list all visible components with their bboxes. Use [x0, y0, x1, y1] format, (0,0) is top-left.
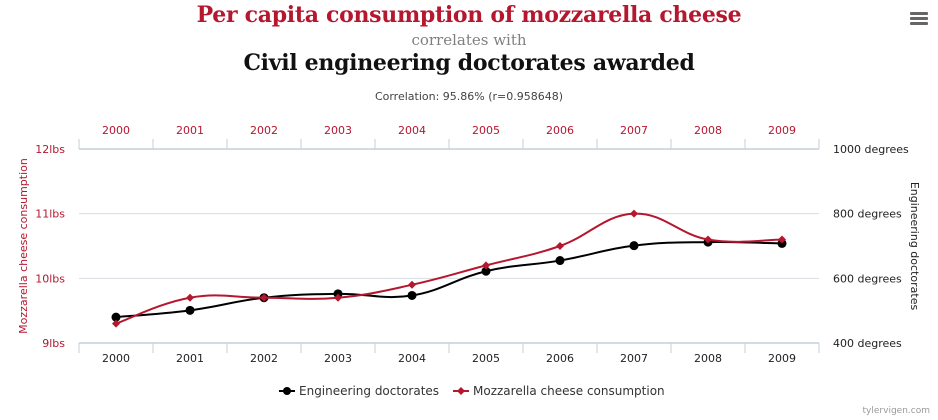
top-axis-tick-label: 2002: [250, 124, 278, 137]
data-point-diamond: [260, 293, 268, 302]
series-layer: [111, 209, 787, 328]
series-line: [115, 241, 783, 319]
top-axis-tick-label: 2009: [768, 124, 796, 137]
right-axis-tick-label: 800 degrees: [833, 208, 902, 221]
menu-bar: [910, 17, 928, 20]
chart-title-secondary: Civil engineering doctorates awarded: [243, 50, 695, 76]
data-point-circle: [111, 312, 121, 322]
chart-title-connector: correlates with: [411, 31, 527, 49]
series-mozzarella: [112, 209, 786, 328]
top-axis-tick-label: 2008: [694, 124, 722, 137]
data-point-diamond: [112, 319, 120, 328]
axes: 12lbs 11lbs 10lbs 9lbs 1000 degrees 800 degre…: [17, 124, 921, 365]
left-axis-tick-label: 10lbs: [35, 272, 65, 285]
menu-bar: [910, 12, 928, 15]
data-point-circle: [555, 256, 565, 266]
source-credit[interactable]: tylervigen.com: [862, 406, 930, 416]
data-point-diamond: [556, 242, 564, 250]
top-axis-tick-label: 2007: [620, 124, 648, 137]
left-axis-tick-label: 9lbs: [42, 337, 65, 350]
bottom-axis-tick-label: 2000: [102, 352, 130, 365]
data-point-diamond: [630, 209, 638, 218]
legend-marker-diamond: [457, 387, 465, 395]
data-point-diamond: [186, 293, 194, 302]
data-point-circle: [629, 241, 639, 251]
correlation-label: Correlation: 95.86% (r=0.958648): [374, 90, 564, 103]
bottom-axis-tick-label: 2004: [398, 352, 426, 365]
bottom-axis-tick-label: 2006: [546, 352, 574, 365]
top-axis-tick-label: 2001: [176, 124, 204, 137]
legend-item[interactable]: Engineering doctorates: [279, 384, 439, 398]
data-point-diamond: [704, 235, 712, 244]
legend-label: Engineering doctorates: [299, 384, 439, 398]
bottom-axis-tick-label: 2002: [250, 352, 278, 365]
legend-label: Mozzarella cheese consumption: [473, 384, 665, 398]
left-axis-tick-label: 11lbs: [35, 208, 65, 221]
bottom-axis-tick-label: 2005: [472, 352, 500, 365]
series-line: [115, 212, 783, 325]
gridlines: [79, 213, 819, 279]
data-point-circle: [185, 305, 195, 315]
top-axis-tick-label: 2004: [398, 124, 426, 137]
top-axis-tick-label: 2005: [472, 124, 500, 137]
right-axis-title: Engineering doctorates: [908, 182, 921, 311]
bottom-axis-tick-label: 2008: [694, 352, 722, 365]
bottom-axis-tick-label: 2003: [324, 352, 352, 365]
bottom-axis-tick-label: 2009: [768, 352, 796, 365]
legend-marker-circle: [283, 387, 291, 395]
series-engineering: [111, 237, 787, 322]
right-axis-tick-label: 400 degrees: [833, 337, 902, 350]
legend[interactable]: Engineering doctorates Mozzarella cheese …: [279, 384, 665, 398]
data-point-circle: [481, 266, 491, 276]
right-axis-tick-label: 600 degrees: [833, 272, 902, 285]
top-axis-tick-label: 2000: [102, 124, 130, 137]
left-axis-tick-label: 12lbs: [35, 143, 65, 156]
data-point-circle: [407, 290, 417, 300]
hamburger-menu-icon[interactable]: [910, 12, 928, 27]
bottom-axis-tick-label: 2001: [176, 352, 204, 365]
chart-title-primary: Per capita consumption of mozzarella che…: [196, 2, 742, 28]
legend-item[interactable]: Mozzarella cheese consumption: [453, 384, 665, 398]
bottom-axis-tick-label: 2007: [620, 352, 648, 365]
data-point-diamond: [482, 261, 490, 270]
top-axis-tick-label: 2006: [546, 124, 574, 137]
right-axis-tick-label: 1000 degrees: [833, 143, 909, 156]
data-point-diamond: [408, 280, 416, 289]
menu-bar: [910, 22, 928, 25]
data-point-diamond: [778, 235, 786, 244]
left-axis-title: Mozzarella cheese consumption: [17, 158, 30, 334]
data-point-diamond: [334, 293, 342, 302]
top-axis-tick-label: 2003: [324, 124, 352, 137]
